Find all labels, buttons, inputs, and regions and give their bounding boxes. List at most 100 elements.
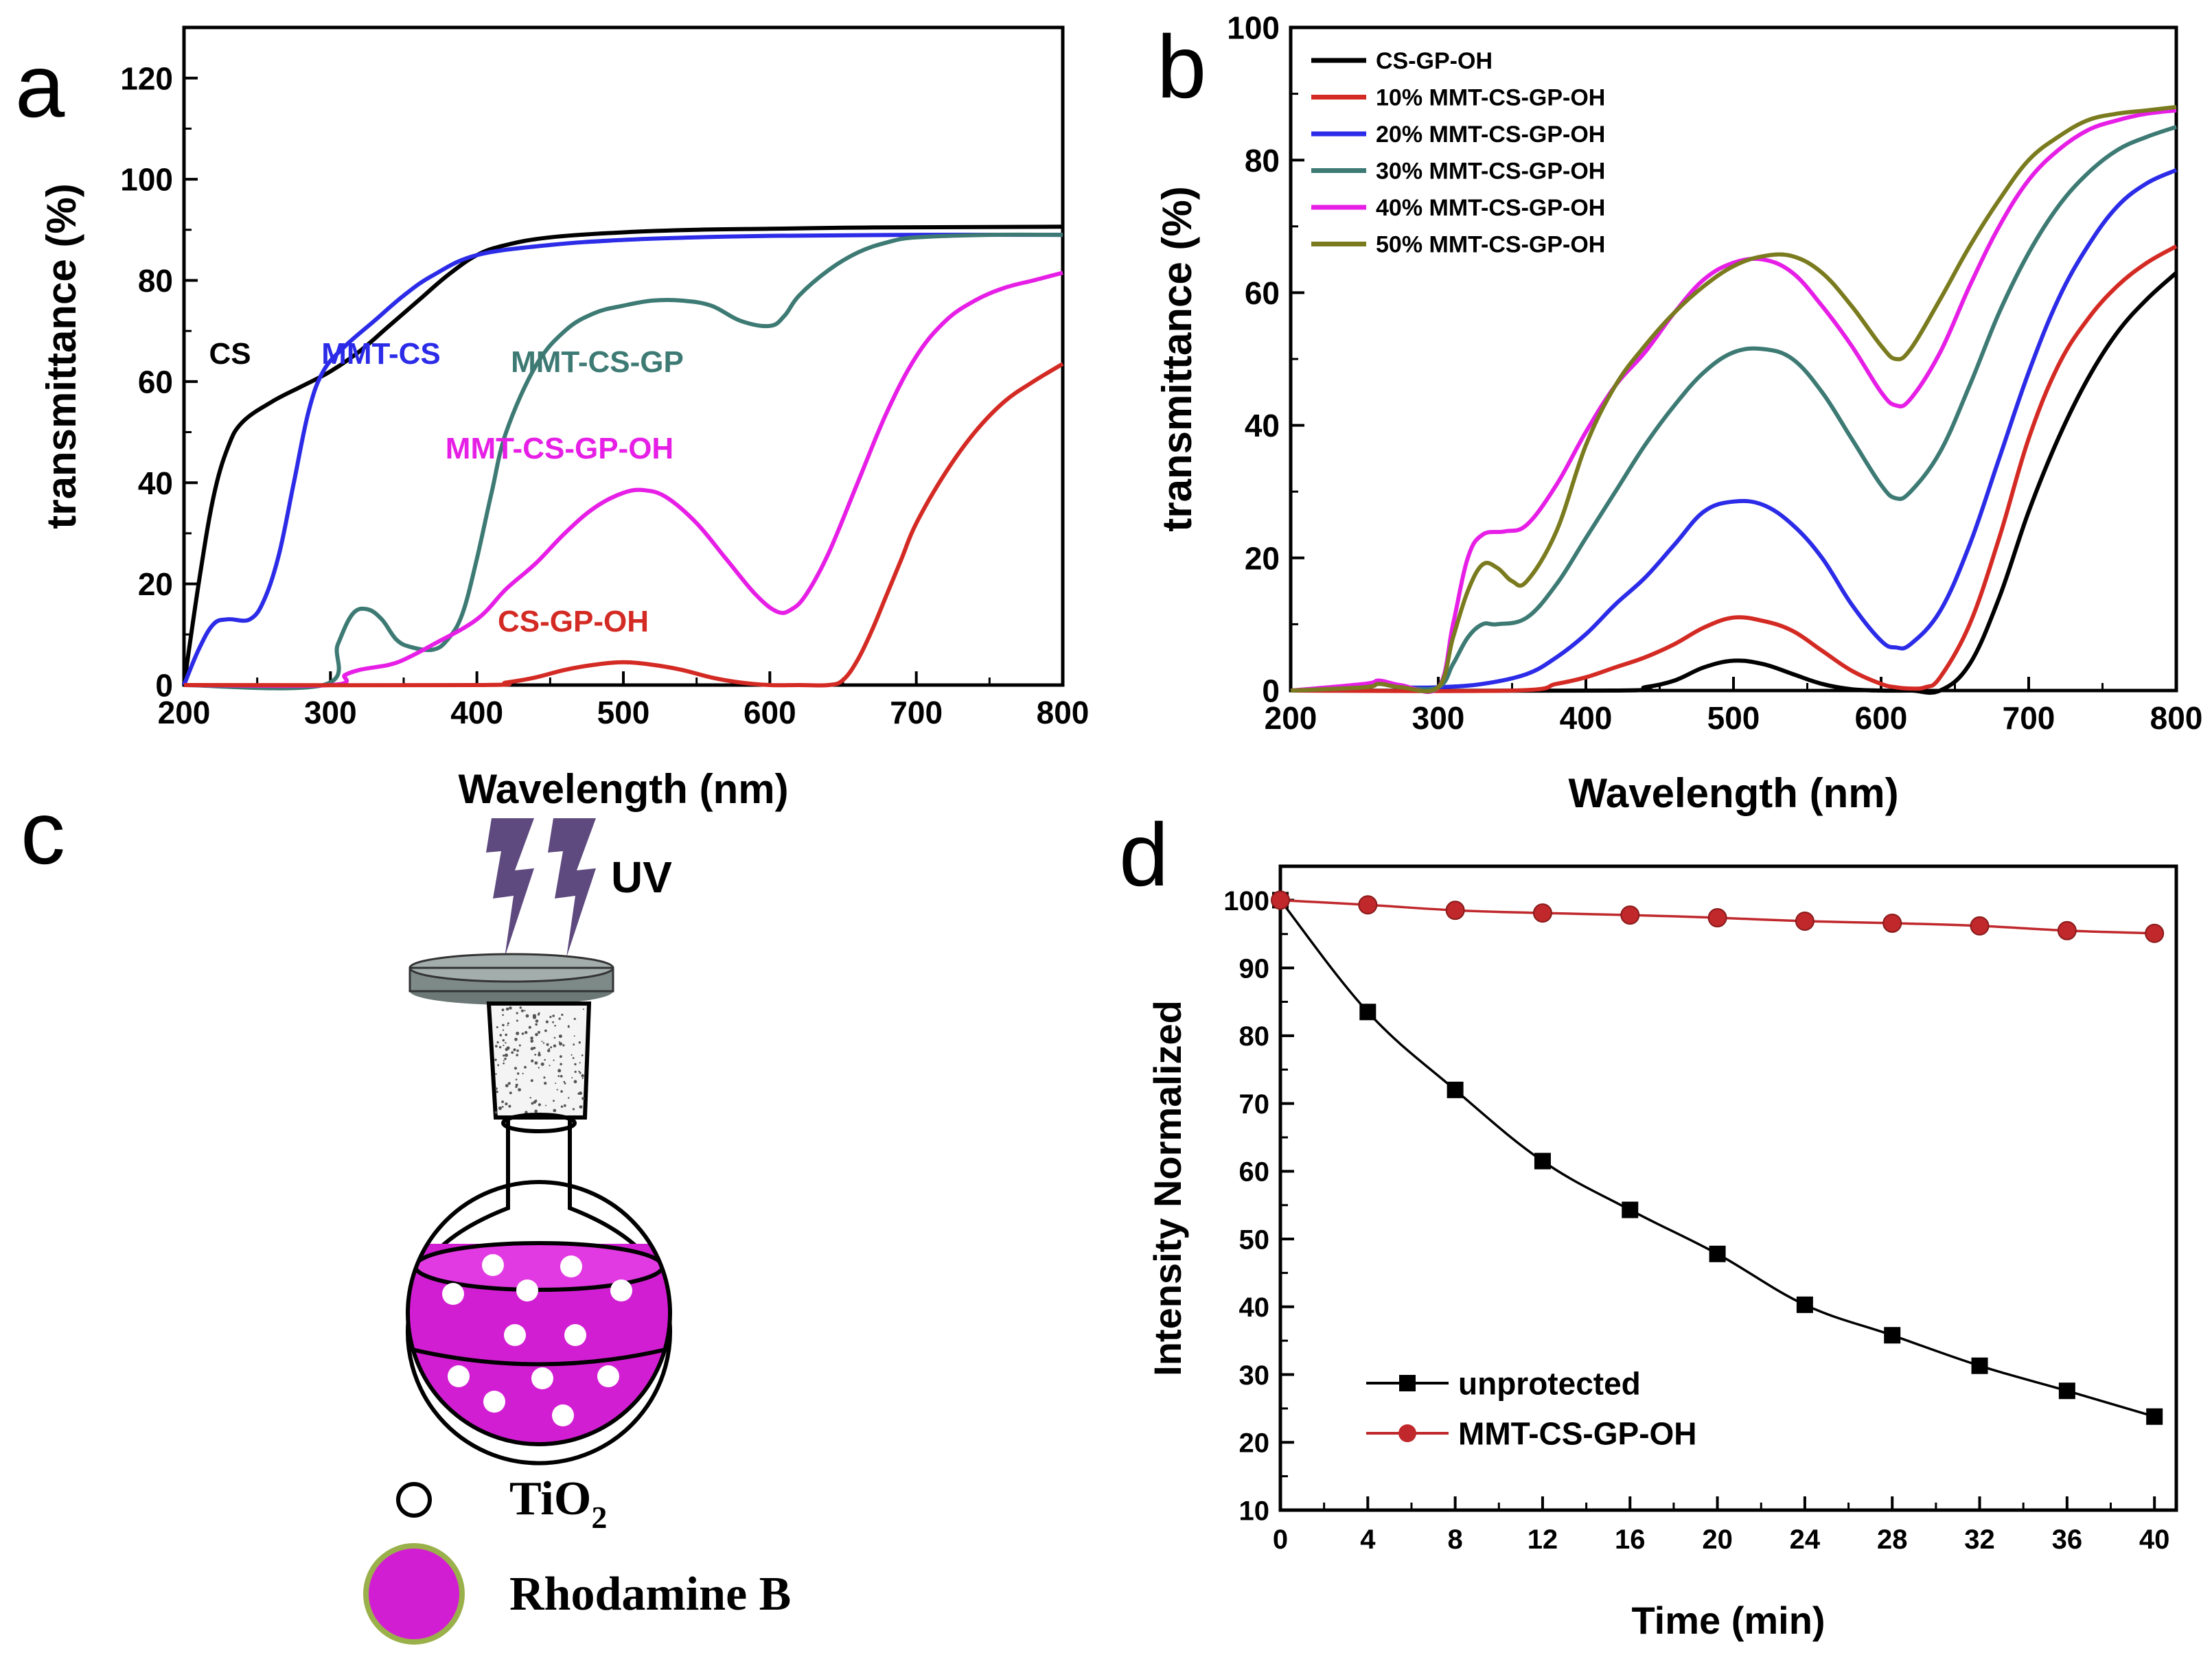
uv-bolt-icon	[486, 818, 596, 958]
x-tick-label: 0	[1273, 1525, 1288, 1555]
y-axis-label: transmittance (%)	[38, 183, 84, 529]
y-tick-label: 100	[1227, 10, 1280, 46]
y-tick-label: 0	[1262, 673, 1280, 709]
y-tick-label: 100	[1223, 886, 1269, 916]
tio2-particles	[442, 1254, 632, 1426]
x-tick-label: 4	[1360, 1525, 1376, 1555]
x-tick-label: 300	[1412, 700, 1465, 736]
data-point-mmt-cs-gp-oh	[1795, 911, 1814, 931]
x-axis-label: Time (min)	[1631, 1599, 1825, 1642]
y-tick-label: 90	[1239, 954, 1270, 984]
chart-b: b 200 300 400 500 600 700 800 0 20 40 60 80 100 Wavele…	[1154, 10, 2202, 816]
x-tick-label: 800	[1037, 695, 1090, 730]
series-line-mmt-cs-gp-oh	[183, 270, 1063, 688]
legend-label: CS-GP-OH	[1376, 48, 1493, 74]
tio2-legend-label: TiO	[509, 1472, 591, 1525]
y-tick-label: 30	[1239, 1360, 1270, 1391]
panel-label-b: b	[1157, 16, 1206, 117]
legend-label: 50% MMT-CS-GP-OH	[1376, 232, 1605, 258]
chart-a: a 200 300 400 500 600 700 800 0 20 40 60 80 100 120 Wav…	[15, 25, 1090, 812]
legend-label: 20% MMT-CS-GP-OH	[1376, 121, 1605, 148]
x-tick-label: 16	[1615, 1525, 1646, 1555]
legend-marker	[1399, 1375, 1416, 1391]
x-tick-label: 8	[1448, 1525, 1463, 1555]
x-tick-label: 24	[1790, 1525, 1821, 1555]
y-tick-label: 80	[1239, 1021, 1270, 1052]
x-tick-label: 600	[1855, 700, 1908, 736]
series-line-10pct-mmt-cs-gp-oh	[1290, 244, 2178, 693]
legend-marker	[1398, 1424, 1416, 1442]
y-tick-label: 20	[1245, 540, 1280, 576]
data-point-mmt-cs-gp-oh	[1445, 901, 1465, 920]
panel-label-c: c	[21, 783, 65, 883]
y-tick-label: 50	[1239, 1225, 1270, 1255]
panel-c-illustration: c UV	[21, 783, 791, 1645]
legend-label: 40% MMT-CS-GP-OH	[1376, 195, 1605, 221]
svg-text:TiO2: TiO2	[509, 1472, 607, 1535]
x-tick-label: 200	[158, 695, 211, 730]
flask-stopper	[486, 1001, 592, 1120]
data-point-unprotected	[1359, 1004, 1376, 1021]
flask-cap	[408, 953, 614, 1005]
legend-label: MMT-CS-GP-OH	[1458, 1416, 1697, 1452]
series-line-40pct-mmt-cs-gp-oh	[1290, 108, 2177, 694]
data-point-mmt-cs-gp-oh	[1970, 916, 1990, 936]
data-point-unprotected	[1971, 1357, 1988, 1374]
x-tick-label: 400	[1560, 700, 1613, 736]
panel-label-a: a	[15, 36, 65, 136]
data-point-mmt-cs-gp-oh	[1707, 908, 1727, 928]
x-tick-label: 200	[1265, 700, 1317, 736]
y-tick-label: 80	[138, 263, 173, 299]
x-tick-label: 400	[450, 695, 503, 730]
data-point-unprotected	[1622, 1201, 1639, 1218]
y-axis-label: transmittance (%)	[1154, 186, 1200, 531]
series-line-mmt-cs	[182, 233, 1063, 686]
x-tick-label: 40	[2139, 1525, 2170, 1555]
x-tick-label: 20	[1702, 1525, 1733, 1555]
series-line-mmt-cs-gp	[183, 232, 1063, 691]
annotation-cs: CS	[209, 337, 251, 371]
y-tick-label: 120	[120, 60, 173, 96]
series-line-cs	[182, 224, 1063, 686]
x-tick-label: 600	[744, 695, 796, 730]
y-tick-label: 60	[138, 364, 173, 399]
series-line-unprotected	[1279, 899, 2155, 1418]
x-tick-label: 32	[1964, 1525, 1995, 1555]
panel-label-d: d	[1119, 804, 1168, 905]
data-point-unprotected	[2146, 1408, 2163, 1425]
y-tick-label: 20	[1239, 1428, 1270, 1459]
x-tick-label: 800	[2150, 700, 2203, 736]
x-axis-label: Wavelength (nm)	[458, 766, 788, 812]
data-point-mmt-cs-gp-oh	[1620, 905, 1640, 925]
annotation-mmt-cs: MMT-CS	[321, 337, 441, 371]
y-tick-label: 0	[155, 668, 173, 704]
x-tick-label: 700	[2003, 700, 2055, 736]
annotation-mmt-cs-gp-oh: MMT-CS-GP-OH	[446, 432, 673, 465]
data-point-unprotected	[1796, 1296, 1813, 1313]
legend-label: 10% MMT-CS-GP-OH	[1376, 85, 1605, 111]
y-tick-label: 60	[1245, 275, 1280, 311]
data-point-unprotected	[1709, 1245, 1726, 1262]
data-point-mmt-cs-gp-oh	[1882, 913, 1902, 933]
legend-label: 30% MMT-CS-GP-OH	[1376, 159, 1605, 185]
y-tick-label: 80	[1245, 143, 1280, 178]
series-line-20pct-mmt-cs-gp-oh	[1290, 167, 2178, 693]
data-point-unprotected	[2058, 1382, 2075, 1400]
y-tick-label: 60	[1239, 1157, 1270, 1188]
rhodamine-legend-label: Rhodamine B	[509, 1568, 791, 1621]
y-tick-label: 70	[1239, 1089, 1270, 1120]
tio2-legend-icon	[396, 1482, 432, 1518]
legend-label: unprotected	[1458, 1366, 1641, 1402]
series-line-cs-gp-oh	[1290, 271, 2178, 695]
data-point-mmt-cs-gp-oh	[1532, 903, 1552, 923]
y-tick-label: 10	[1239, 1496, 1270, 1526]
data-point-mmt-cs-gp-oh	[1358, 895, 1378, 915]
x-tick-label: 36	[2052, 1525, 2083, 1555]
y-tick-label: 40	[138, 465, 173, 501]
y-tick-label: 40	[1239, 1293, 1270, 1323]
annotation-mmt-cs-gp: MMT-CS-GP	[511, 345, 684, 379]
x-axis-label: Wavelength (nm)	[1568, 770, 1898, 816]
y-tick-label: 20	[138, 566, 173, 602]
y-axis-label: Intensity Normalized	[1146, 1000, 1189, 1376]
x-tick-label: 500	[1707, 700, 1760, 736]
